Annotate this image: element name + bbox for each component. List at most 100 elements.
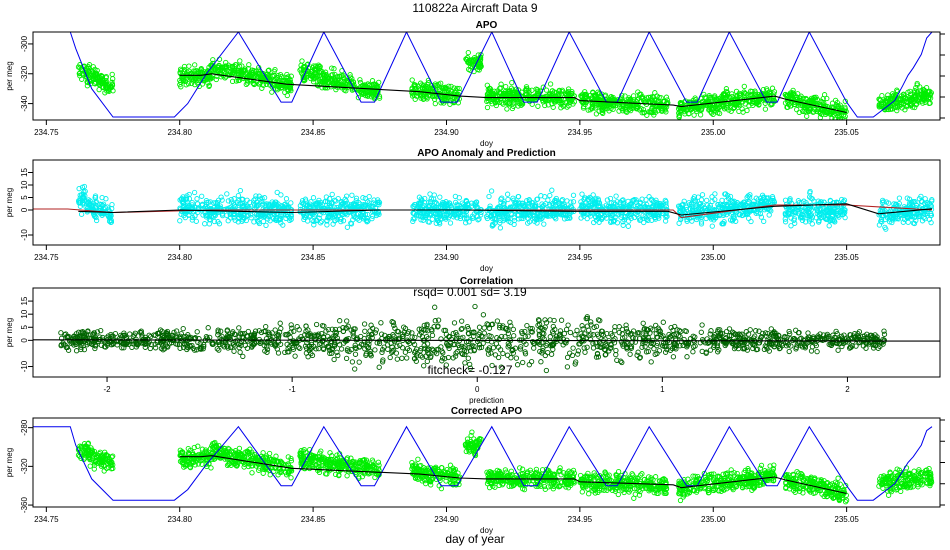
data-point bbox=[412, 84, 418, 90]
data-point bbox=[822, 111, 829, 118]
data-point bbox=[370, 90, 377, 96]
data-point bbox=[878, 218, 884, 224]
data-point bbox=[876, 104, 882, 110]
data-point bbox=[763, 198, 770, 204]
data-point bbox=[698, 197, 705, 203]
data-point bbox=[502, 89, 508, 95]
data-point bbox=[539, 201, 545, 207]
data-point bbox=[84, 83, 91, 89]
data-point bbox=[270, 210, 277, 216]
data-point bbox=[885, 92, 891, 98]
series-line-fit bbox=[78, 203, 933, 216]
data-point bbox=[210, 57, 216, 63]
data-point bbox=[603, 215, 610, 221]
data-point bbox=[454, 85, 460, 92]
data-point bbox=[90, 64, 96, 70]
data-point bbox=[326, 213, 332, 219]
data-point bbox=[785, 104, 791, 110]
data-point bbox=[234, 199, 240, 206]
data-point bbox=[314, 82, 320, 88]
data-point bbox=[444, 211, 450, 218]
data-point bbox=[662, 107, 668, 113]
data-point bbox=[417, 332, 423, 338]
data-point bbox=[740, 109, 746, 115]
data-point bbox=[485, 97, 491, 104]
data-point bbox=[504, 215, 511, 222]
data-point bbox=[370, 213, 376, 219]
data-point bbox=[283, 196, 290, 202]
data-point bbox=[107, 213, 113, 220]
data-point bbox=[894, 100, 900, 107]
data-point bbox=[790, 87, 796, 94]
data-point bbox=[924, 210, 930, 217]
data-point bbox=[625, 212, 631, 219]
data-point bbox=[741, 83, 747, 90]
y-tick-label: 5 bbox=[20, 195, 29, 200]
data-point bbox=[224, 212, 230, 218]
data-point bbox=[645, 217, 651, 224]
data-point bbox=[818, 107, 824, 113]
panel-3: Correlation-2 -1 0 1 2prediction151050-10per… bbox=[5, 276, 941, 405]
x-tick-label: 234.80 bbox=[167, 253, 192, 262]
data-point bbox=[218, 194, 224, 200]
data-point bbox=[230, 69, 237, 75]
data-point bbox=[789, 205, 795, 212]
data-point bbox=[583, 200, 589, 206]
data-point bbox=[724, 201, 730, 207]
data-point bbox=[410, 218, 416, 225]
data-point bbox=[605, 102, 611, 108]
x-tick-label: 235.00 bbox=[701, 128, 726, 137]
data-point bbox=[449, 206, 455, 212]
data-point bbox=[595, 215, 602, 222]
data-point bbox=[185, 202, 191, 208]
data-point bbox=[914, 97, 920, 103]
data-point bbox=[646, 194, 652, 200]
data-point bbox=[787, 196, 793, 202]
data-point bbox=[723, 86, 730, 92]
data-point bbox=[477, 60, 483, 67]
data-point bbox=[265, 216, 271, 222]
y-tick-label: 15 bbox=[20, 168, 29, 177]
data-point bbox=[243, 81, 249, 88]
data-point bbox=[424, 96, 430, 102]
data-point bbox=[529, 101, 535, 107]
data-point bbox=[799, 214, 805, 221]
data-point bbox=[894, 87, 900, 93]
data-point bbox=[260, 218, 267, 225]
data-point bbox=[788, 223, 794, 229]
data-point bbox=[817, 110, 823, 117]
data-point bbox=[463, 56, 469, 62]
data-point bbox=[273, 216, 280, 222]
data-point bbox=[511, 208, 518, 214]
data-point bbox=[704, 197, 710, 204]
data-point bbox=[421, 363, 427, 369]
data-point bbox=[186, 63, 192, 69]
data-point bbox=[709, 194, 715, 200]
data-point bbox=[662, 218, 669, 224]
data-point bbox=[329, 200, 335, 206]
data-point bbox=[656, 202, 662, 209]
data-point bbox=[349, 192, 355, 198]
data-point bbox=[526, 93, 533, 100]
data-point bbox=[314, 73, 320, 79]
data-point bbox=[737, 92, 743, 98]
data-point bbox=[558, 105, 564, 111]
data-point bbox=[787, 103, 794, 109]
data-point bbox=[220, 64, 226, 70]
data-point bbox=[712, 191, 718, 197]
y-tick-label: -300 bbox=[20, 35, 29, 52]
data-point bbox=[600, 107, 606, 114]
data-point bbox=[601, 102, 607, 108]
data-point bbox=[689, 203, 695, 210]
data-point bbox=[513, 91, 519, 97]
data-point bbox=[611, 200, 617, 206]
data-point bbox=[596, 219, 602, 225]
data-point bbox=[257, 70, 263, 76]
data-point bbox=[506, 218, 512, 224]
data-point bbox=[575, 351, 581, 357]
data-point bbox=[739, 106, 745, 112]
data-point bbox=[592, 92, 598, 98]
data-point bbox=[415, 200, 422, 206]
data-point bbox=[362, 195, 369, 202]
